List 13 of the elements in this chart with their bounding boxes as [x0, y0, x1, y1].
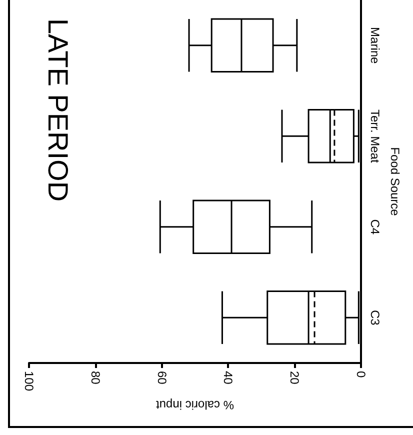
y-tick-label: C4	[368, 219, 382, 235]
y-tick-label: C3	[368, 310, 382, 326]
x-tick-label: 20	[288, 371, 302, 385]
x-tick-label: 40	[221, 371, 236, 385]
x-tick-label: 60	[154, 371, 169, 385]
x-tick-label: 0	[354, 371, 368, 378]
text: LATE PERIOD	[42, 18, 74, 202]
x-tick-label: 80	[88, 371, 102, 385]
x-tick-label: 100	[22, 371, 36, 392]
x-axis-title: % caloric input	[155, 398, 234, 412]
y-tick-label: Terr. Meat	[368, 109, 382, 164]
y-axis-title: Food Source	[388, 147, 402, 216]
y-tick-label: Marine	[368, 27, 382, 64]
